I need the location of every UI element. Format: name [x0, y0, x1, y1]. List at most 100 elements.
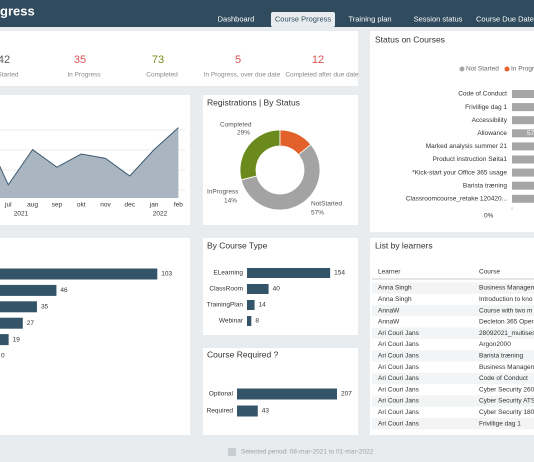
value-label: 40 [273, 286, 281, 293]
category-label: Webinar [219, 318, 244, 325]
table-cell: Cyber Security 1801 [479, 409, 534, 416]
footer-icon [228, 448, 236, 456]
slice-label: NotStarted [311, 201, 342, 208]
nav-tab[interactable]: Course Due Date [476, 14, 534, 23]
legend-label: In Progress [511, 66, 534, 73]
value-label: 0 [1, 353, 5, 360]
value-label: 43 [262, 408, 270, 415]
bar [247, 316, 252, 326]
nav-tab[interactable]: Session status [414, 14, 463, 23]
table-cell: Business Manageme [479, 285, 534, 292]
kpi-value: 73 [152, 54, 164, 66]
kpi-label: Started [0, 72, 19, 79]
table-cell: AnnaW [378, 307, 400, 314]
row-stripe [372, 350, 534, 362]
table-cell: Frivillige dag 1 [479, 420, 521, 427]
x-tick-label: sep [52, 202, 63, 209]
table-cell: Introduction to kno [479, 296, 533, 303]
kpi-label: In Progress, over due date [204, 72, 281, 79]
bar [0, 334, 9, 346]
area-fill [0, 127, 179, 198]
x-tick-label: okt [77, 202, 86, 209]
table-cell: Barista træning [479, 353, 523, 360]
table-cell: 28092021_multises [479, 330, 534, 337]
bar-segment [512, 168, 534, 177]
bar [247, 300, 255, 310]
table-cell: Ari Couri Jans [378, 364, 420, 371]
kpi-label: In Progress [67, 72, 101, 79]
category-label: Frivillige dag 1 [465, 104, 507, 111]
category-label: Classroomcourse_retake 120420... [406, 196, 507, 203]
active-tab[interactable] [271, 12, 335, 27]
nav-tab[interactable]: Training plan [348, 14, 391, 23]
value-label: 57 [527, 130, 534, 137]
footer-text: Selected period: 08-mar-2021 to 01-mar-2… [241, 449, 374, 456]
kpi-value: 35 [74, 54, 86, 66]
category-label: Product instruction Søita1 [433, 156, 508, 163]
value-label: 27 [27, 320, 35, 327]
nav-tab[interactable]: Dashboard [218, 14, 255, 23]
x-group-label: 2021 [14, 211, 29, 218]
category-label: ELearning [213, 270, 243, 277]
slice-label: InProgress [207, 189, 239, 196]
bar-segment [512, 194, 534, 203]
table-cell: Ari Couri Jans [378, 353, 420, 360]
category-label: Code of Conduct [458, 91, 507, 98]
row-stripe [372, 418, 534, 430]
category-label: Marked analysis summer 21 [426, 143, 508, 150]
value-label: 19 [13, 336, 21, 343]
table-cell: Cyber Security ATS [479, 398, 534, 405]
kpi-value: 12 [312, 54, 324, 66]
bar [0, 284, 57, 296]
value-label: 35 [41, 304, 49, 311]
bar [247, 284, 269, 294]
kpi-label: Completed [146, 72, 178, 79]
panel-title: Course Required ? [207, 349, 279, 359]
bar [0, 317, 23, 329]
bar [237, 388, 337, 400]
category-label: Required [207, 408, 234, 415]
x-tick-label: nov [100, 202, 111, 209]
value-label: 154 [334, 270, 345, 277]
table-cell: Ari Couri Jans [378, 375, 420, 382]
legend-label: Not Started [466, 66, 499, 73]
area-line [0, 127, 179, 186]
table-cell: AnnaW [378, 319, 400, 326]
x-tick-label: feb [174, 202, 183, 209]
panel-title: Status on Courses [375, 34, 445, 44]
x-group-label: 2022 [153, 211, 168, 218]
value-label: 207 [341, 391, 352, 398]
value-label: 14 [259, 302, 267, 309]
bar-segment [512, 142, 534, 151]
bar-segment [512, 90, 534, 98]
value-label: 46 [60, 287, 68, 294]
category-label: ClassRoom [209, 286, 243, 293]
bar [247, 268, 331, 278]
table-cell: Ari Couri Jans [378, 341, 420, 348]
bar-segment [512, 103, 534, 112]
table-cell: Ari Couri Jans [378, 409, 420, 416]
bar-segment [512, 155, 534, 164]
table-cell: Business Manageme [479, 364, 534, 371]
table-cell: Cyber Security 2601 [479, 386, 534, 393]
nav-tab[interactable]: Course Progress [275, 14, 332, 23]
x-tick-label: dec [125, 202, 136, 209]
category-label: Optional [209, 391, 234, 398]
donut-slice [240, 143, 321, 211]
bar-segment [512, 116, 534, 125]
panel-title: By Course Type [207, 240, 268, 250]
bar [0, 268, 158, 280]
panel-title: List by learners [375, 240, 433, 250]
row-stripe [372, 305, 534, 317]
x-tick-label: aug [27, 202, 38, 209]
category-label: Barista træning [463, 182, 507, 189]
x-tick-label: jan [149, 202, 159, 209]
x-tick-label: 0% [484, 213, 494, 220]
bar-segment [512, 129, 534, 138]
bar [0, 301, 37, 313]
slice-value: 57% [311, 210, 324, 217]
bar-panel [0, 238, 190, 435]
column-header: Course [479, 269, 500, 276]
table-cell: Anna Singh [378, 296, 412, 303]
